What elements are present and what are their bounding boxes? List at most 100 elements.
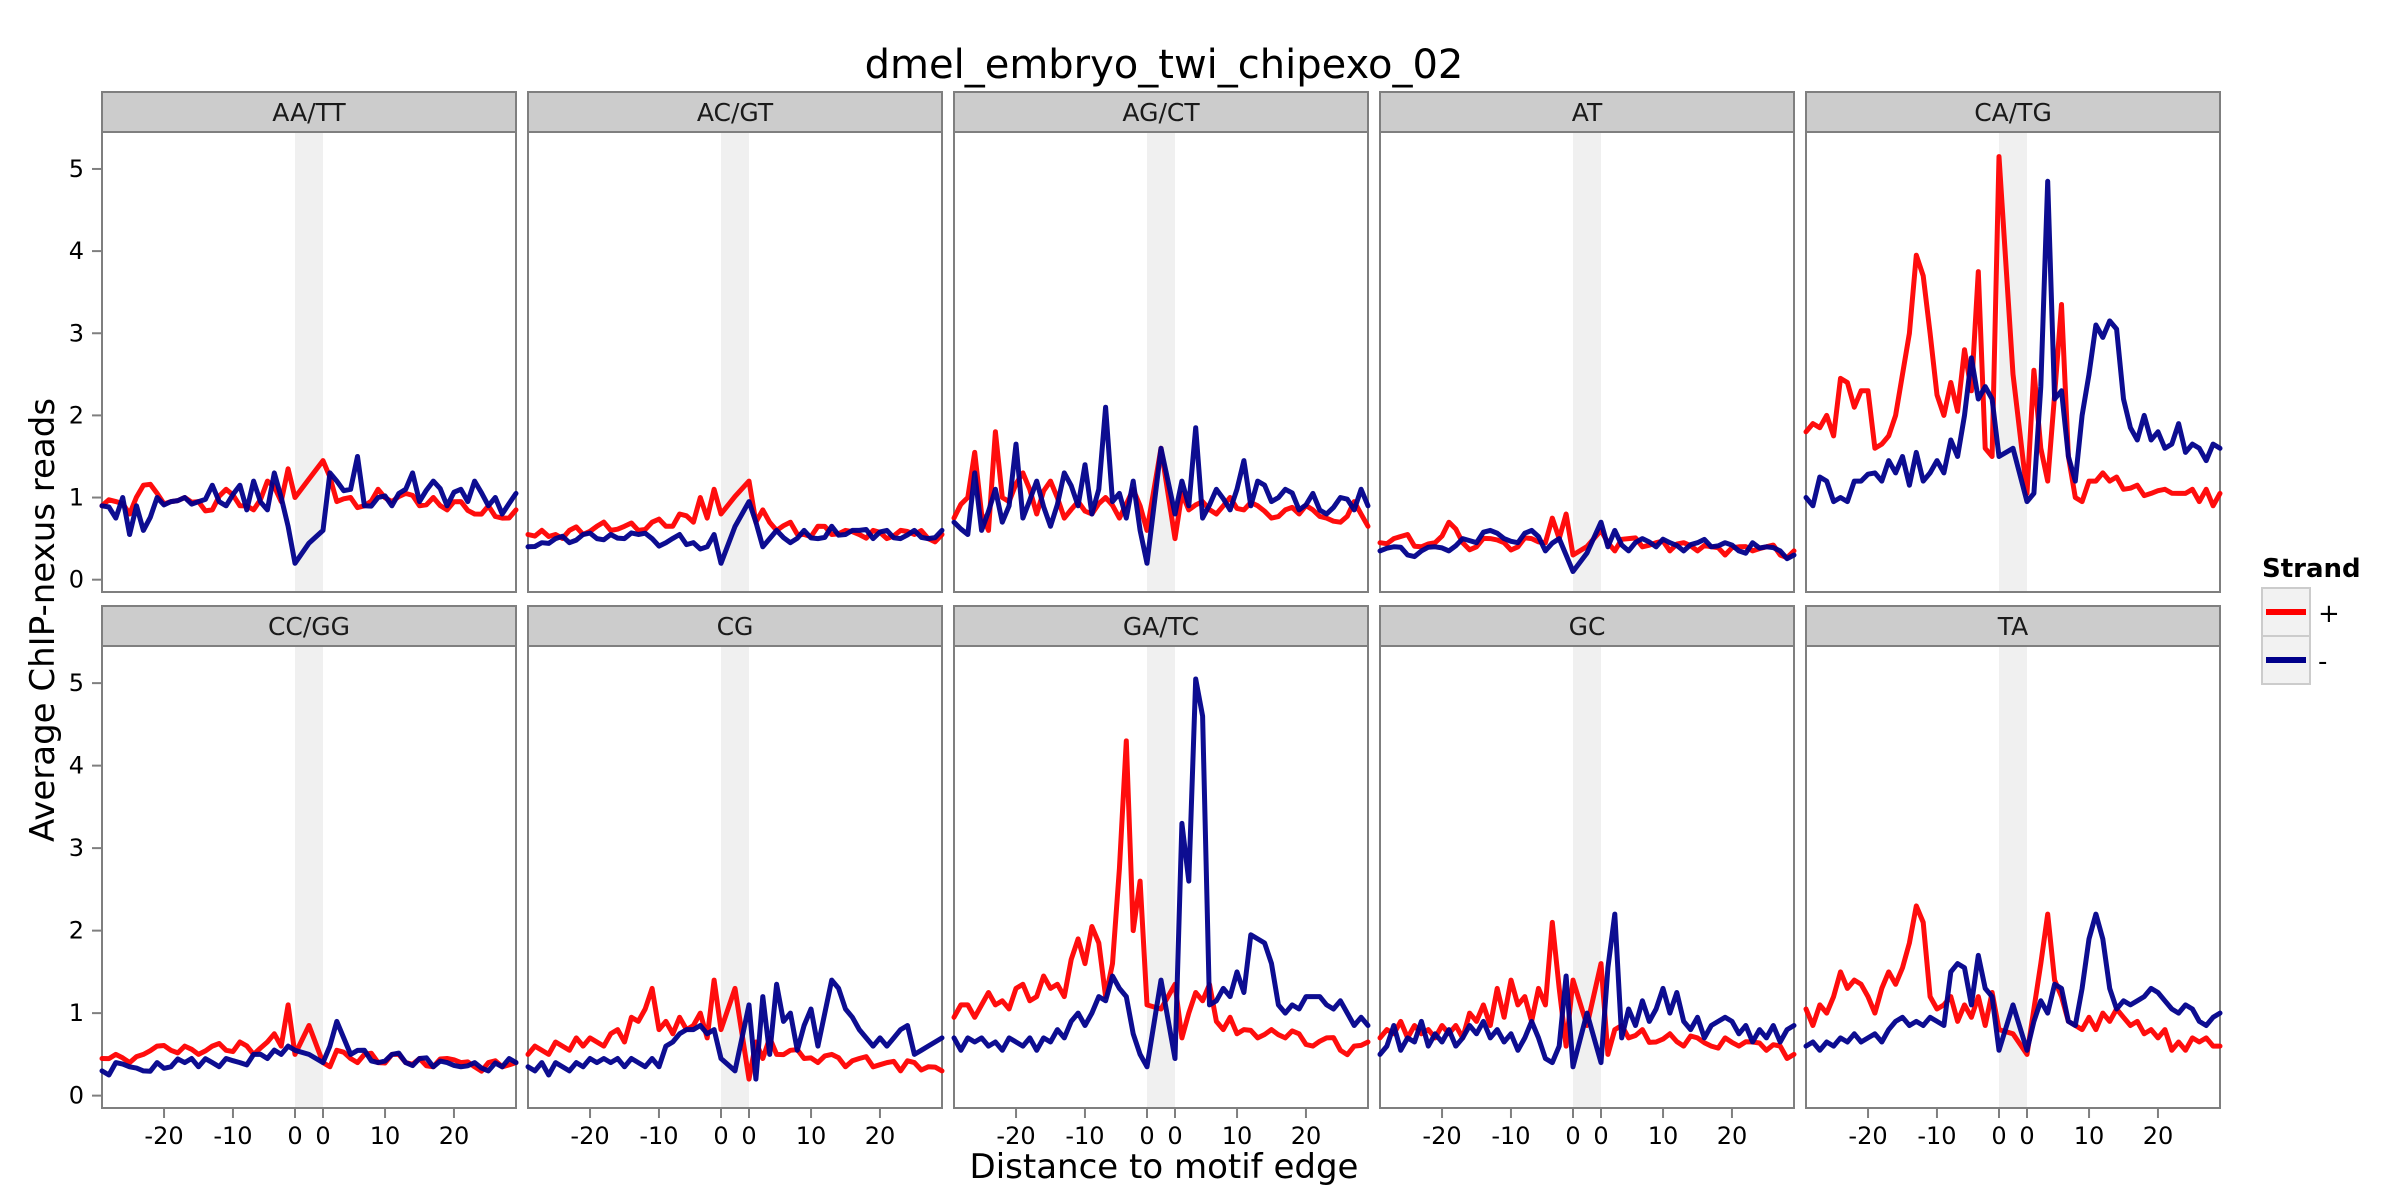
x-tick-label: 0 <box>713 1122 728 1150</box>
motif-band <box>1573 133 1601 591</box>
motif-band <box>295 647 323 1107</box>
facet-strip <box>953 605 1369 647</box>
x-tick-label: 0 <box>287 1122 302 1150</box>
chart-title: dmel_embryo_twi_chipexo_02 <box>865 42 1464 88</box>
legend: Strand + - <box>2261 554 2361 685</box>
x-axis-title: Distance to motif edge <box>970 1147 1359 1187</box>
motif-band <box>295 133 323 591</box>
facet-strip <box>527 91 943 133</box>
x-tick-label: 10 <box>796 1122 827 1150</box>
y-tick-label: 1 <box>69 484 84 512</box>
y-tick-label: 3 <box>69 319 84 347</box>
facet-panel: GC <box>1377 605 1797 1109</box>
x-tick-label: -20 <box>996 1122 1035 1150</box>
series-line-plus <box>951 738 1371 1058</box>
y-axis: 0 1 2 3 4 5 0 1 2 3 4 5 <box>69 155 102 1110</box>
y-tick-label: 0 <box>69 1082 84 1110</box>
y-tick-label: 1 <box>69 999 84 1027</box>
y-tick-label: 4 <box>69 237 84 265</box>
series-line-plus <box>1377 511 1797 561</box>
x-tick-label: -10 <box>1917 1122 1956 1150</box>
series-line-minus <box>1803 911 2223 1053</box>
facet-strip <box>101 605 517 647</box>
x-tick-label: 0 <box>2019 1122 2034 1150</box>
y-tick-label: 2 <box>69 401 84 429</box>
facet-strip <box>101 91 517 133</box>
facet-panel: AG/CT <box>951 91 1371 593</box>
series-line-minus <box>951 676 1371 1070</box>
facet-label: TA <box>1997 612 2028 641</box>
legend-label-plus: + <box>2318 599 2340 629</box>
x-tick-label: -20 <box>1422 1122 1461 1150</box>
facet-label: AT <box>1572 98 1603 127</box>
y-tick-label: 0 <box>69 566 84 594</box>
x-tick-label: -10 <box>213 1122 252 1150</box>
x-tick-label: 10 <box>1648 1122 1679 1150</box>
series-line-plus <box>525 977 945 1082</box>
facet-label: CG <box>717 612 754 641</box>
x-tick-label: -20 <box>1848 1122 1887 1150</box>
x-tick-label: 20 <box>1717 1122 1748 1150</box>
facet-panel: AT <box>1377 91 1797 593</box>
facet-strip <box>953 91 1369 133</box>
facet-panel: CA/TG <box>1803 91 2223 593</box>
series-line-minus <box>1803 178 2223 509</box>
x-tick-label: 10 <box>2074 1122 2105 1150</box>
x-tick-label: -20 <box>144 1122 183 1150</box>
facet-label: AG/CT <box>1122 98 1200 127</box>
series-line-minus <box>99 1018 519 1078</box>
x-tick-label: 0 <box>1565 1122 1580 1150</box>
x-axis: -20 -10 0 0 10 20 -20 -10 0 0 10 20 -20 -10 0 0 10 20 -20-… <box>144 1108 2173 1150</box>
facet-panel: CC/GG <box>99 605 519 1109</box>
x-tick-label: 20 <box>439 1122 470 1150</box>
facet-label: GA/TC <box>1123 612 1199 641</box>
series-line-minus <box>99 454 519 566</box>
x-tick-label: 10 <box>370 1122 401 1150</box>
x-tick-label: 10 <box>1222 1122 1253 1150</box>
y-tick-label: 3 <box>69 834 84 862</box>
series-line-plus <box>99 1002 519 1074</box>
x-tick-label: -10 <box>1491 1122 1530 1150</box>
series-line-plus <box>1803 154 2223 509</box>
facet-label: CC/GG <box>268 612 350 641</box>
facet-label: CA/TG <box>1974 98 2052 127</box>
motif-band <box>1573 647 1601 1107</box>
facet-label: GC <box>1569 612 1606 641</box>
y-axis-title: Average ChIP-nexus reads <box>23 398 63 842</box>
legend-title: Strand <box>2262 554 2361 584</box>
series-line-minus <box>525 499 945 566</box>
x-tick-label: -10 <box>1065 1122 1104 1150</box>
facet-panel: CG <box>525 605 945 1109</box>
x-tick-label: 20 <box>865 1122 896 1150</box>
facet-strip <box>1805 91 2221 133</box>
x-tick-label: 20 <box>2143 1122 2174 1150</box>
x-tick-label: 0 <box>1593 1122 1608 1150</box>
series-line-minus <box>951 404 1371 566</box>
facet-panel: TA <box>1803 605 2223 1109</box>
y-tick-label: 5 <box>69 155 84 183</box>
series-line-minus <box>525 977 945 1082</box>
series-line-minus <box>1377 519 1797 574</box>
facet-label: AC/GT <box>697 98 774 127</box>
y-tick-label: 5 <box>69 669 84 697</box>
x-tick-label: 0 <box>1167 1122 1182 1150</box>
x-tick-label: 0 <box>1991 1122 2006 1150</box>
y-tick-label: 2 <box>69 917 84 945</box>
x-tick-label: 0 <box>315 1122 330 1150</box>
facet-panel: AC/GT <box>525 91 945 593</box>
facet-panel: GA/TC <box>951 605 1371 1109</box>
facet-panels: AA/TT AC/GT AG/CT AT CA/TG CC/GG CG GA/TC GC TA <box>99 91 2223 1109</box>
x-tick-label: 20 <box>1291 1122 1322 1150</box>
x-tick-label: -10 <box>639 1122 678 1150</box>
series-line-minus <box>1377 911 1797 1070</box>
x-tick-label: 0 <box>1139 1122 1154 1150</box>
x-tick-label: 0 <box>741 1122 756 1150</box>
series-line-plus <box>525 478 945 545</box>
x-tick-label: -20 <box>570 1122 609 1150</box>
facet-panel: AA/TT <box>99 91 519 593</box>
facet-strip <box>1379 91 1795 133</box>
y-tick-label: 4 <box>69 752 84 780</box>
facet-strip <box>527 605 943 647</box>
legend-label-minus: - <box>2318 647 2327 677</box>
